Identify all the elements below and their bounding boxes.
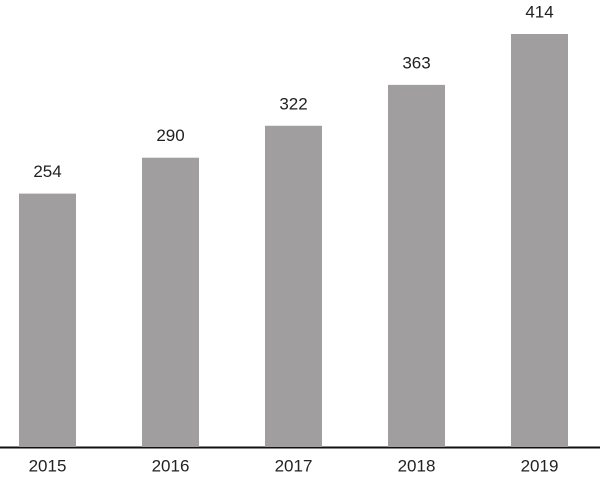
- value-label: 290: [156, 126, 184, 145]
- bar: [511, 34, 568, 447]
- x-tick-label: 2018: [398, 456, 436, 475]
- value-label: 322: [279, 94, 307, 113]
- bar: [142, 157, 199, 447]
- x-tick-label: 2017: [275, 456, 313, 475]
- value-label: 414: [525, 2, 553, 21]
- x-tick-label: 2019: [521, 456, 559, 475]
- x-tick-label: 2016: [152, 456, 190, 475]
- x-tick-label: 2015: [29, 456, 67, 475]
- bar: [19, 193, 76, 447]
- value-label: 363: [402, 53, 430, 72]
- bar: [265, 125, 322, 448]
- bar: [388, 84, 445, 448]
- value-label: 254: [33, 162, 61, 181]
